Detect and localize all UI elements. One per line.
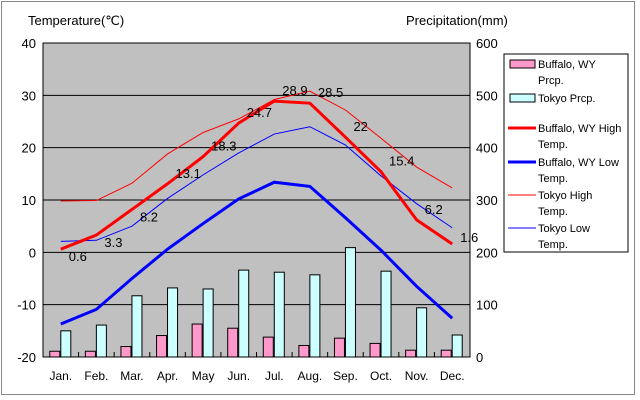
y-left-tick-label: 40 (22, 36, 36, 51)
y-left-tick-label: 10 (22, 193, 36, 208)
data-label: 28.5 (318, 85, 343, 100)
x-tick-label: Feb. (84, 369, 108, 383)
bar-tokyo-prcp (202, 288, 214, 358)
y-left-tick-label: 0 (29, 245, 36, 260)
x-tick-label: Nov. (405, 369, 429, 383)
legend (503, 53, 629, 253)
x-tick-label: Mar. (120, 369, 143, 383)
bar-buffalo-prcp (227, 327, 239, 358)
data-label: 22 (353, 119, 367, 134)
y-right-tick-label: 400 (476, 141, 498, 156)
bar-tokyo-prcp (273, 271, 285, 358)
y-right-tick-label: 100 (476, 298, 498, 313)
x-tick-label: Sep. (333, 369, 358, 383)
legend-label: Buffalo, WY Low Temp. (538, 157, 619, 185)
y-right-tick-label: 0 (476, 350, 483, 365)
data-label: 15.4 (389, 154, 414, 169)
data-label: 24.7 (247, 105, 272, 120)
bar-tokyo-prcp (60, 330, 72, 358)
data-label: 28.9 (282, 83, 307, 98)
y-right-tick-label: 600 (476, 36, 498, 51)
bar-tokyo-prcp (380, 270, 392, 358)
x-tick-label: Jul. (265, 369, 284, 383)
data-label: 0.6 (69, 249, 87, 264)
y-right-axis-title: Precipitation(mm) (406, 13, 508, 28)
data-label: 1.6 (460, 230, 478, 245)
legend-label: Buffalo, WY High Temp. (538, 123, 621, 151)
y-right-tick-label: 200 (476, 245, 498, 260)
bar-tokyo-prcp (309, 274, 321, 358)
bar-tokyo-prcp (167, 287, 179, 358)
bar-buffalo-prcp (120, 346, 132, 358)
bar-buffalo-prcp (405, 349, 417, 358)
bar-tokyo-prcp (451, 334, 463, 358)
legend-label: Tokyo Prcp. (538, 93, 595, 105)
legend-swatch (509, 93, 536, 103)
bar-tokyo-prcp (238, 269, 250, 358)
x-tick-label: May (192, 369, 215, 383)
bar-tokyo-prcp (131, 295, 143, 358)
legend-label: Tokyo Low Temp. (538, 223, 590, 251)
x-tick-label: Jun. (227, 369, 250, 383)
bar-buffalo-prcp (262, 336, 274, 358)
legend-label: Tokyo High Temp. (538, 190, 592, 218)
data-label: 8.2 (140, 209, 158, 224)
x-tick-label: Dec. (440, 369, 465, 383)
line-tokyo-high-temp- (60, 90, 453, 202)
y-right-tick-label: 500 (476, 88, 498, 103)
y-left-tick-label: -20 (17, 350, 36, 365)
bar-tokyo-prcp (95, 324, 107, 358)
x-tick-label: Jan. (49, 369, 72, 383)
legend-swatch (509, 59, 536, 69)
bar-tokyo-prcp (344, 247, 356, 358)
bar-buffalo-prcp (333, 337, 345, 358)
line-buffalo-wy-low-temp- (60, 180, 454, 326)
x-tick-label: Aug. (298, 369, 323, 383)
data-label: 3.3 (104, 235, 122, 250)
legend-label: Buffalo, WY Prcp. (538, 59, 597, 87)
data-label: 6.2 (425, 202, 443, 217)
y-right-tick-label: 300 (476, 193, 498, 208)
bar-buffalo-prcp (369, 342, 381, 358)
data-label: 18.3 (211, 139, 236, 154)
y-left-tick-label: 30 (22, 88, 36, 103)
bar-buffalo-prcp (191, 323, 203, 358)
bar-tokyo-prcp (416, 307, 428, 358)
data-label: 13.1 (176, 166, 201, 181)
x-tick-label: Oct. (370, 369, 392, 383)
bar-buffalo-prcp (49, 350, 61, 358)
line-buffalo-wy-high-temp- (60, 99, 454, 251)
bar-buffalo-prcp (156, 335, 168, 358)
bar-buffalo-prcp (440, 349, 452, 358)
y-left-axis-title: Temperature(℃) (28, 13, 124, 28)
bar-buffalo-prcp (84, 350, 96, 358)
x-tick-label: Apr. (157, 369, 178, 383)
y-left-tick-label: -10 (17, 298, 36, 313)
chart-frame (1, 1, 635, 395)
bar-buffalo-prcp (298, 344, 310, 358)
y-left-tick-label: 20 (22, 141, 36, 156)
